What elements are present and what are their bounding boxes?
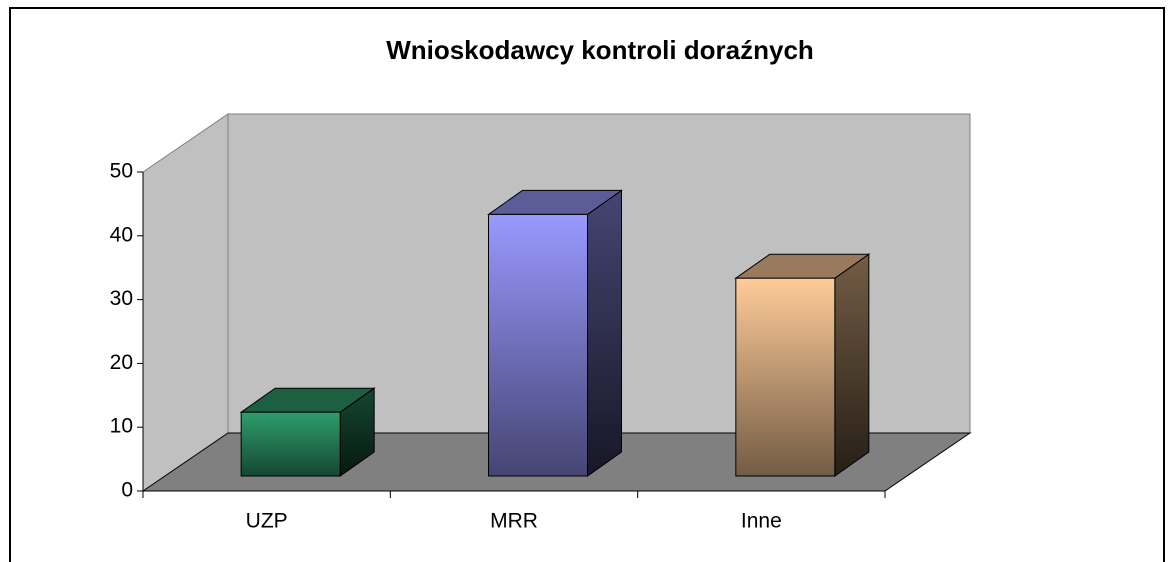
x-tick-label: Inne bbox=[741, 510, 782, 533]
bar bbox=[239, 387, 376, 477]
y-tick-label: 10 bbox=[110, 415, 133, 438]
y-tick-label: 20 bbox=[110, 351, 133, 374]
chart-title: Wnioskodawcy kontroli doraźnych bbox=[386, 35, 814, 65]
y-tick-label: 40 bbox=[110, 223, 133, 246]
bar bbox=[734, 253, 871, 477]
y-tick-label: 0 bbox=[121, 479, 133, 502]
y-tick-label: 30 bbox=[110, 287, 133, 310]
side-wall bbox=[142, 113, 229, 492]
x-tick-label: UZP bbox=[246, 510, 288, 533]
bar-front bbox=[488, 213, 588, 477]
bar bbox=[486, 189, 624, 477]
bar-front bbox=[735, 277, 836, 477]
y-tick-label: 50 bbox=[110, 160, 133, 183]
bar-side bbox=[587, 189, 622, 477]
bar-side bbox=[834, 253, 870, 477]
bar-front bbox=[240, 411, 341, 477]
x-tick-label: MRR bbox=[490, 510, 538, 533]
